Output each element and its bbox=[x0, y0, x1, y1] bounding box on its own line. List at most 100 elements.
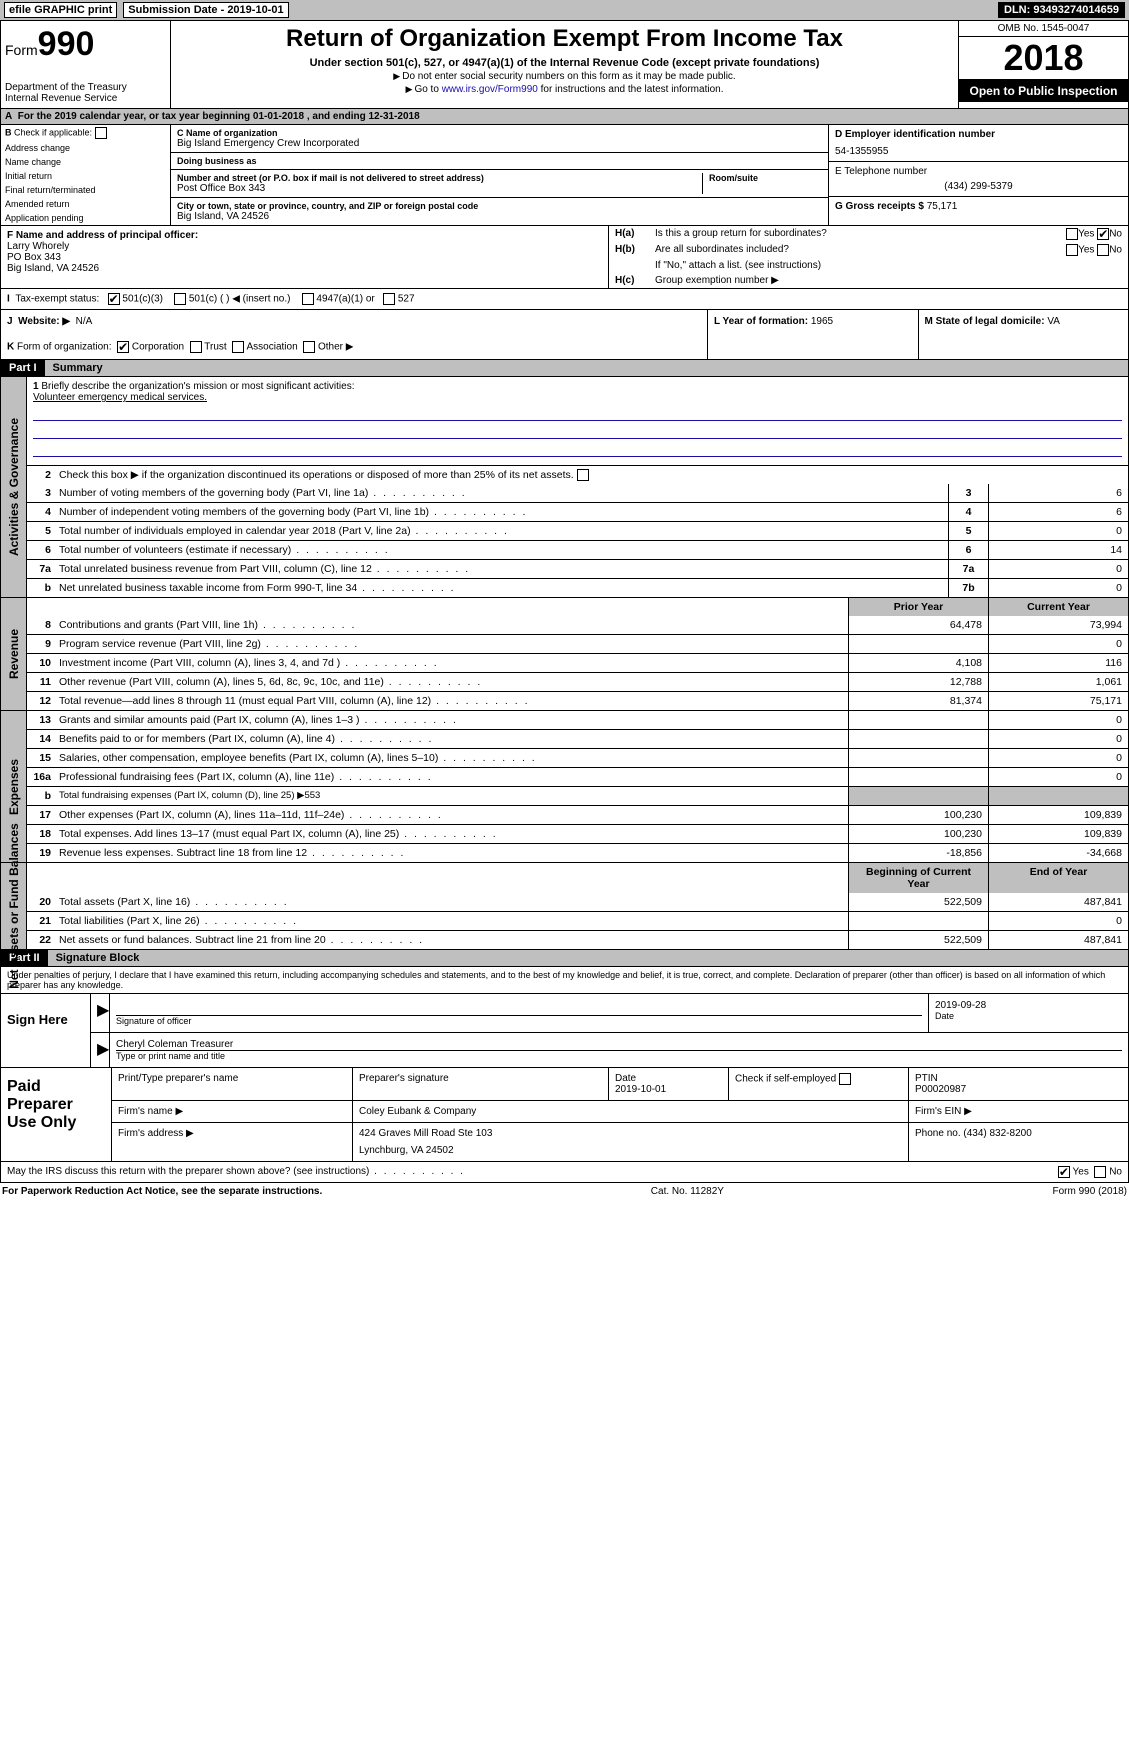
blank-line bbox=[33, 425, 1122, 439]
hb2-text: If "No," attach a list. (see instruction… bbox=[655, 260, 821, 271]
checkbox-icon[interactable] bbox=[1058, 1166, 1070, 1178]
part-title: Summary bbox=[45, 360, 111, 376]
perjury-text: Under penalties of perjury, I declare th… bbox=[1, 967, 1128, 994]
checkbox-icon[interactable] bbox=[174, 293, 186, 305]
prep-date: 2019-10-01 bbox=[615, 1084, 722, 1095]
row-a: A For the 2019 calendar year, or tax yea… bbox=[0, 109, 1129, 125]
part-label: Part I bbox=[1, 360, 45, 376]
b-item: Amended return bbox=[1, 197, 170, 211]
firm-name: Coley Eubank & Company bbox=[352, 1101, 908, 1122]
sign-date: 2019-09-28 bbox=[935, 1000, 1122, 1011]
dba-label: Doing business as bbox=[177, 156, 822, 166]
checkbox-icon[interactable] bbox=[232, 341, 244, 353]
part-ii-header: Part IISignature Block bbox=[0, 950, 1129, 967]
checkbox-icon[interactable] bbox=[577, 469, 589, 481]
side-label: Expenses bbox=[7, 759, 21, 815]
blank-line bbox=[33, 443, 1122, 457]
eoy-hdr: End of Year bbox=[988, 863, 1128, 893]
date-label: Date bbox=[935, 1011, 1122, 1021]
checkbox-icon[interactable] bbox=[95, 127, 107, 139]
officer-name: Larry Whorely bbox=[7, 241, 602, 252]
name-label: Type or print name and title bbox=[116, 1051, 1122, 1061]
b-item: Name change bbox=[1, 155, 170, 169]
domicile: VA bbox=[1047, 316, 1060, 327]
city: Big Island, VA 24526 bbox=[177, 211, 822, 222]
checkbox-icon[interactable] bbox=[303, 341, 315, 353]
line2-text: Check this box ▶ if the organization dis… bbox=[55, 466, 1128, 484]
paperwork-notice: For Paperwork Reduction Act Notice, see … bbox=[2, 1186, 322, 1197]
org-name: Big Island Emergency Crew Incorporated bbox=[177, 138, 822, 149]
sig-label: Signature of officer bbox=[116, 1016, 922, 1026]
b-item: Application pending bbox=[1, 211, 170, 225]
firm-addr-label: Firm's address ▶ bbox=[112, 1123, 352, 1161]
f-label: F Name and address of principal officer: bbox=[7, 230, 602, 241]
form-header: Form990 Department of the Treasury Inter… bbox=[0, 20, 1129, 109]
m-label: M State of legal domicile: bbox=[925, 316, 1048, 327]
hc-text: Group exemption number ▶ bbox=[655, 275, 779, 286]
b-item: Final return/terminated bbox=[1, 183, 170, 197]
discuss-row: May the IRS discuss this return with the… bbox=[0, 1162, 1129, 1183]
checkbox-icon[interactable] bbox=[1097, 244, 1109, 256]
open-to-public: Open to Public Inspection bbox=[959, 80, 1128, 102]
checkbox-icon[interactable] bbox=[1066, 228, 1078, 240]
form-ref: Form 990 (2018) bbox=[1053, 1186, 1127, 1197]
checkbox-icon[interactable] bbox=[1094, 1166, 1106, 1178]
arrow-icon: ▶ bbox=[91, 994, 109, 1032]
checkbox-icon[interactable] bbox=[108, 293, 120, 305]
website-label: Website: ▶ bbox=[18, 316, 70, 327]
col-b: B Check if applicable: Address change Na… bbox=[1, 125, 171, 225]
checkbox-icon[interactable] bbox=[117, 341, 129, 353]
firm-addr2: Lynchburg, VA 24502 bbox=[359, 1145, 902, 1156]
omb-number: OMB No. 1545-0047 bbox=[959, 21, 1128, 37]
tax-year: 2018 bbox=[959, 37, 1128, 80]
discuss-question: May the IRS discuss this return with the… bbox=[7, 1166, 1058, 1178]
prep-phone: (434) 832-8200 bbox=[963, 1128, 1031, 1139]
firm-addr1: 424 Graves Mill Road Ste 103 bbox=[359, 1128, 902, 1139]
year-formed: 1965 bbox=[811, 316, 833, 327]
self-emp-label: Check if self-employed bbox=[735, 1074, 836, 1085]
mission-text: Volunteer emergency medical services. bbox=[33, 392, 1122, 403]
street: Post Office Box 343 bbox=[177, 183, 702, 194]
part-i-header: Part ISummary bbox=[0, 360, 1129, 377]
row-i: I Tax-exempt status: 501(c)(3) 501(c) ( … bbox=[0, 289, 1129, 310]
signature-block: Under penalties of perjury, I declare th… bbox=[0, 967, 1129, 1068]
net-assets-section: Net Assets or Fund Balances Beginning of… bbox=[0, 863, 1129, 950]
street-label: Number and street (or P.O. box if mail i… bbox=[177, 173, 702, 183]
city-label: City or town, state or province, country… bbox=[177, 201, 822, 211]
activities-governance: Activities & Governance 1 Briefly descri… bbox=[0, 377, 1129, 598]
phone: (434) 299-5379 bbox=[835, 181, 1122, 192]
phone-label: E Telephone number bbox=[835, 166, 1122, 177]
section-bcd: B Check if applicable: Address change Na… bbox=[0, 125, 1129, 226]
checkbox-icon[interactable] bbox=[839, 1073, 851, 1085]
gross-receipts: 75,171 bbox=[927, 201, 958, 212]
firm-ein-label: Firm's EIN ▶ bbox=[915, 1106, 972, 1117]
website: N/A bbox=[76, 316, 93, 327]
ein-label: D Employer identification number bbox=[835, 129, 1122, 140]
firm-name-label: Firm's name ▶ bbox=[112, 1101, 352, 1122]
revenue-section: Revenue Prior YearCurrent Year 8Contribu… bbox=[0, 598, 1129, 711]
b-item: Address change bbox=[1, 141, 170, 155]
form-number: Form990 bbox=[5, 25, 166, 64]
checkbox-icon[interactable] bbox=[383, 293, 395, 305]
paid-preparer: Paid Preparer Use Only Print/Type prepar… bbox=[0, 1068, 1129, 1162]
footer: For Paperwork Reduction Act Notice, see … bbox=[0, 1183, 1129, 1200]
sign-here-label: Sign Here bbox=[1, 994, 91, 1067]
room-label: Room/suite bbox=[709, 173, 822, 183]
col-hdr: PTIN bbox=[915, 1073, 1122, 1084]
line1-text: Briefly describe the organization's miss… bbox=[41, 381, 354, 392]
irs-link[interactable]: www.irs.gov/Form990 bbox=[442, 84, 538, 95]
checkbox-icon[interactable] bbox=[1066, 244, 1078, 256]
col-hdr: Print/Type preparer's name bbox=[112, 1068, 352, 1100]
checkbox-icon[interactable] bbox=[190, 341, 202, 353]
subtitle-2b: Go to www.irs.gov/Form990 for instructio… bbox=[175, 84, 954, 95]
checkbox-icon[interactable] bbox=[1097, 228, 1109, 240]
blank-line bbox=[33, 407, 1122, 421]
checkbox-icon[interactable] bbox=[302, 293, 314, 305]
col-hdr: Date bbox=[615, 1073, 722, 1084]
paid-preparer-label: Paid Preparer Use Only bbox=[1, 1068, 111, 1161]
subtitle-1: Under section 501(c), 527, or 4947(a)(1)… bbox=[175, 57, 954, 69]
submission-date: Submission Date - 2019-10-01 bbox=[123, 2, 288, 18]
gross-label: G Gross receipts $ bbox=[835, 201, 927, 212]
l-label: L Year of formation: bbox=[714, 316, 811, 327]
expenses-section: Expenses 13Grants and similar amounts pa… bbox=[0, 711, 1129, 863]
